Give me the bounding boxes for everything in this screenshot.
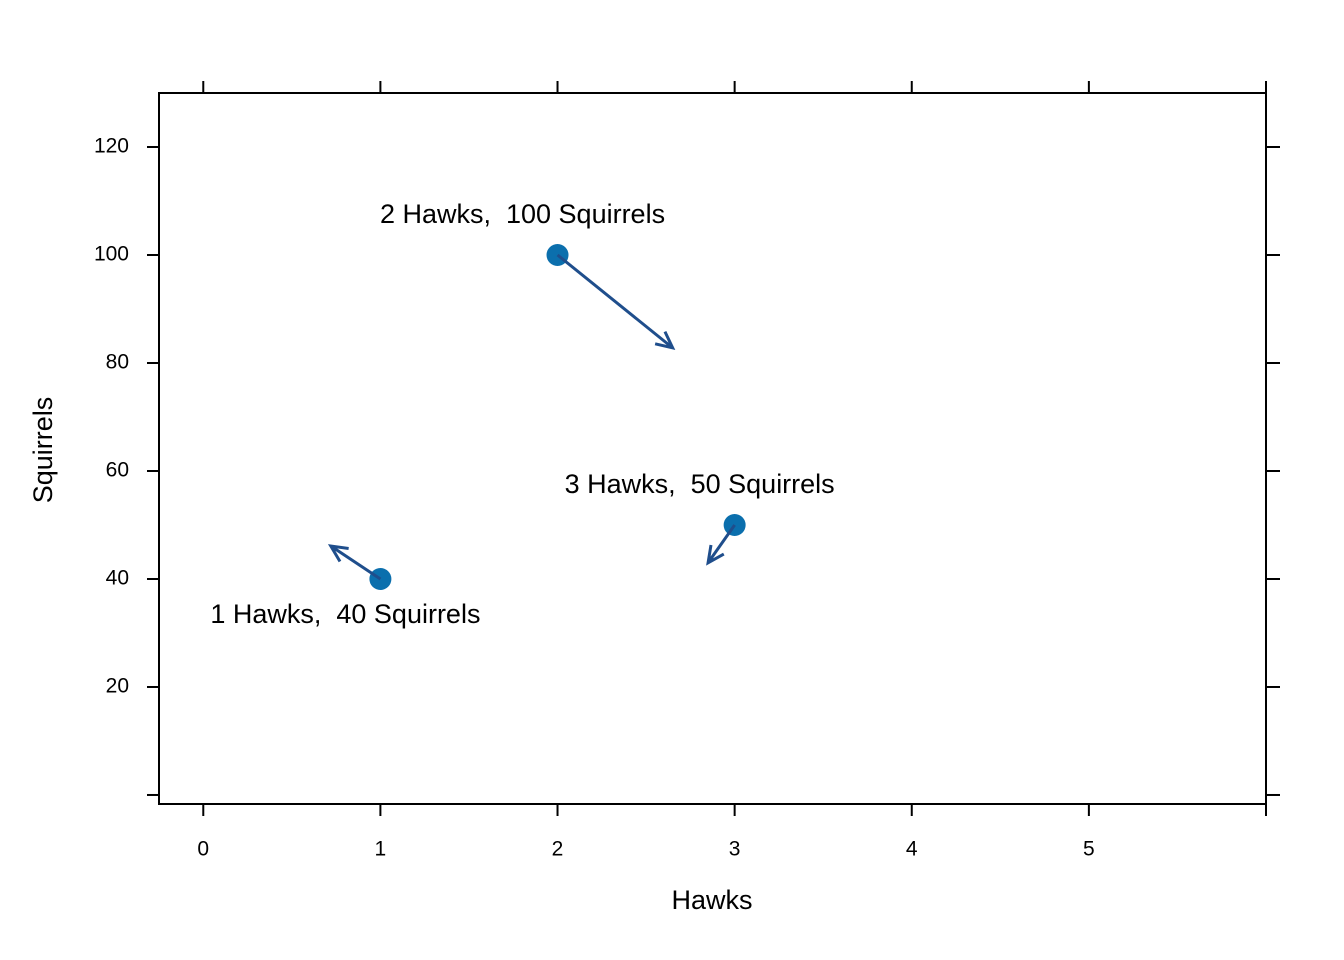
x-tick-label: 1	[375, 838, 387, 861]
y-tick-label: 80	[106, 351, 129, 374]
x-tick-label: 2	[552, 838, 564, 861]
x-axis-title: Hawks	[671, 885, 752, 915]
point-label: 3 Hawks, 50 Squirrels	[565, 469, 835, 499]
y-tick-label: 120	[94, 135, 129, 158]
x-tick-label: 5	[1083, 838, 1095, 861]
x-tick-label: 0	[197, 838, 209, 861]
arrow	[556, 253, 676, 351]
x-tick-label: 4	[906, 838, 918, 861]
arrow	[327, 544, 382, 581]
x-tick-label: 3	[729, 838, 741, 861]
y-axis-title: Squirrels	[28, 397, 58, 504]
y-tick-label: 20	[106, 675, 129, 698]
y-tick-label: 100	[94, 243, 129, 266]
point-label: 1 Hawks, 40 Squirrels	[210, 599, 480, 629]
arrow	[706, 524, 736, 566]
point-label: 2 Hawks, 100 Squirrels	[380, 199, 665, 229]
y-tick-label: 40	[106, 567, 129, 590]
y-tick-label: 60	[106, 459, 129, 482]
plot-frame	[158, 92, 1267, 805]
